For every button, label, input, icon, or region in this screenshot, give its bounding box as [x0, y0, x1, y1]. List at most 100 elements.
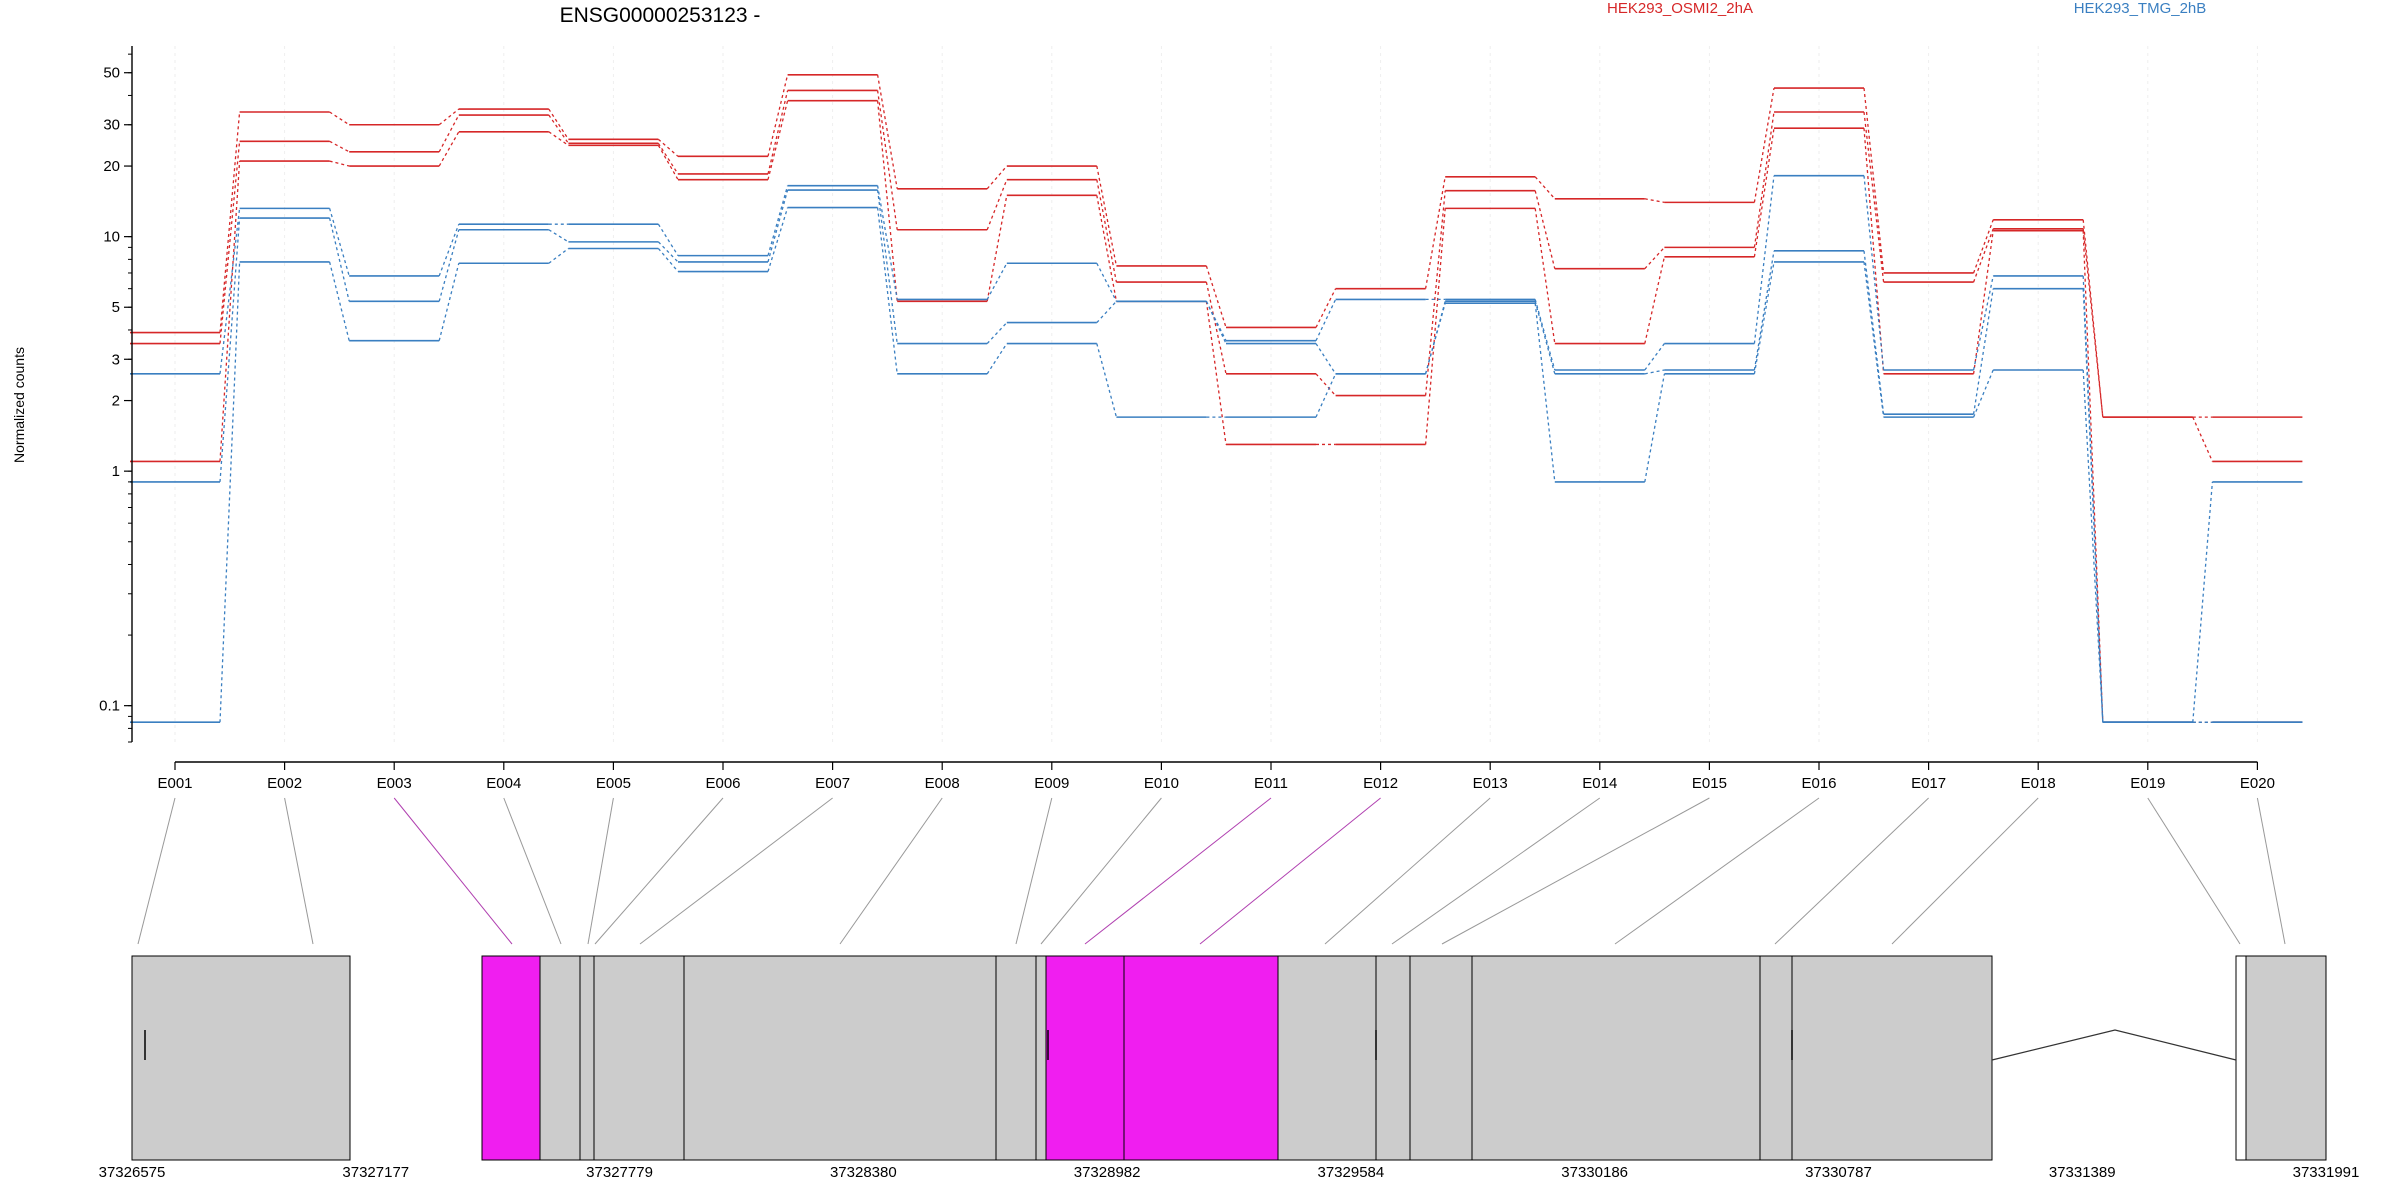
series-blue-6 — [130, 206, 2303, 724]
y-axis-label: Normalized counts — [11, 347, 27, 463]
series-red-3-link-4 — [548, 131, 569, 146]
series-red-1-link-7 — [876, 74, 898, 189]
gene-model: 37326575 37327177 37327779 37328380 37328982… — [99, 955, 2360, 1181]
series-red-1 — [130, 73, 2303, 418]
y-tick-label-30: 30 — [103, 117, 120, 134]
series-layer — [130, 73, 2303, 724]
series-blue-6-link-16 — [1863, 261, 1885, 418]
series-blue-6-link-8 — [986, 343, 1008, 375]
exon-block-1 — [131, 955, 351, 1161]
series-red-2-link-8 — [986, 179, 1008, 230]
series-blue-4-link-11 — [1315, 299, 1337, 341]
x-tick-label-E003: E003 — [377, 775, 412, 792]
series-red-3-link-18 — [2082, 230, 2104, 723]
series-red-1-link-6 — [767, 74, 789, 157]
series-blue-5-link-19 — [2192, 481, 2214, 723]
exon-block-8 — [1277, 955, 1377, 1161]
coord-label-3: 37327779 — [586, 1164, 653, 1181]
exon-block-2 — [539, 955, 581, 1161]
series-blue-6-link-18 — [2082, 369, 2104, 723]
series-red-2-link-19 — [2192, 416, 2213, 462]
connector-E018 — [1891, 797, 2039, 945]
x-tick-label-E012: E012 — [1363, 775, 1398, 792]
coord-label-10: 37331991 — [2293, 1164, 2360, 1181]
series-blue-5-link-6 — [767, 189, 789, 263]
y-tick-label-50: 50 — [103, 65, 120, 82]
connector-E005 — [587, 797, 614, 945]
series-red-1-link-8 — [986, 165, 1008, 190]
exon-block-12 — [1759, 955, 1793, 1161]
x-tick-label-E020: E020 — [2240, 775, 2275, 792]
connector-E006 — [594, 797, 724, 945]
series-blue-5 — [130, 189, 2303, 724]
series-blue-5-link-2 — [328, 217, 350, 302]
y-tick-label-3: 3 — [112, 351, 120, 368]
x-tick-label-E002: E002 — [267, 775, 302, 792]
series-red-2-link-16 — [1863, 111, 1885, 283]
legend-label-osmi2: HEK293_OSMI2_2hA — [1607, 0, 1753, 17]
x-tick-label-E014: E014 — [1582, 775, 1617, 792]
exon-block-13 — [1791, 955, 1993, 1161]
series-blue-5-link-15 — [1753, 250, 1775, 371]
x-tick-label-E011: E011 — [1254, 775, 1288, 792]
y-tick-label-20: 20 — [103, 158, 120, 175]
x-tick-label-E008: E008 — [925, 775, 960, 792]
series-blue-6-link-1 — [219, 261, 241, 723]
series-red-2-link-6 — [767, 90, 789, 175]
series-red-1-link-2 — [329, 111, 350, 126]
series-red-2-link-12 — [1424, 190, 1446, 396]
series-red-2-link-9 — [1096, 179, 1118, 283]
coord-label-9: 37331389 — [2049, 1164, 2116, 1181]
series-red-1-link-14 — [1644, 198, 1665, 204]
series-blue-6-link-17 — [1972, 369, 1994, 418]
series-blue-4-link-14 — [1644, 343, 1665, 371]
exon-block-7 — [1035, 955, 1047, 1161]
series-blue-5-link-10 — [1205, 301, 1227, 344]
y-tick-label-0.1: 0.1 — [99, 698, 120, 715]
series-red-3-link-13 — [1534, 208, 1556, 344]
series-red-1-link-1 — [219, 111, 241, 333]
coord-label-2: 37327177 — [342, 1164, 409, 1181]
series-blue-6-link-7 — [876, 207, 898, 374]
x-tick-label-E018: E018 — [2021, 775, 2056, 792]
series-blue-5-link-4 — [548, 229, 569, 243]
connector-E014 — [1391, 797, 1601, 945]
coord-label-4: 37328380 — [830, 1164, 897, 1181]
series-blue-4-link-6 — [767, 185, 789, 256]
series-blue-6-link-5 — [657, 248, 679, 272]
series-red-3-link-8 — [986, 195, 1008, 302]
exon-block-3 — [579, 955, 595, 1161]
coord-label-8: 37330787 — [1805, 1164, 1872, 1181]
y-tick-label-2: 2 — [112, 393, 120, 410]
series-blue-5-link-13 — [1534, 301, 1556, 375]
connector-E010 — [1040, 797, 1162, 945]
series-red-3-link-12 — [1424, 208, 1446, 445]
series-blue-5-link-9 — [1096, 300, 1117, 324]
connector-E001 — [137, 797, 176, 945]
series-blue-6-link-4 — [548, 247, 569, 264]
series-red-3-link-10 — [1205, 301, 1227, 445]
x-tick-label-E005: E005 — [596, 775, 631, 792]
series-red-2-link-18 — [2082, 228, 2104, 418]
series-blue-4-link-1 — [219, 208, 241, 374]
exon-block-4 — [593, 955, 685, 1161]
x-tick-label-E009: E009 — [1034, 775, 1069, 792]
connector-E007 — [639, 797, 833, 945]
connector-E003 — [393, 797, 513, 945]
series-blue-6-link-13 — [1534, 303, 1556, 482]
series-red-1-link-15 — [1753, 87, 1775, 203]
series-blue-4-link-7 — [876, 185, 898, 300]
series-blue-4-link-5 — [657, 223, 679, 256]
y-tick-label-10: 10 — [103, 229, 120, 246]
coord-label-7: 37330186 — [1561, 1164, 1628, 1181]
series-red-2-link-10 — [1205, 281, 1227, 374]
series-blue-4-link-13 — [1534, 299, 1556, 371]
connector-E008 — [839, 797, 943, 945]
legend-label-tmg: HEK293_TMG_2hB — [2074, 0, 2207, 17]
series-red-3-link-15 — [1753, 128, 1775, 257]
series-red-1-link-17 — [1972, 219, 1994, 274]
series-blue-5-link-14 — [1644, 369, 1665, 375]
series-red-2-link-14 — [1644, 246, 1665, 270]
series-red-1-link-12 — [1424, 176, 1446, 289]
